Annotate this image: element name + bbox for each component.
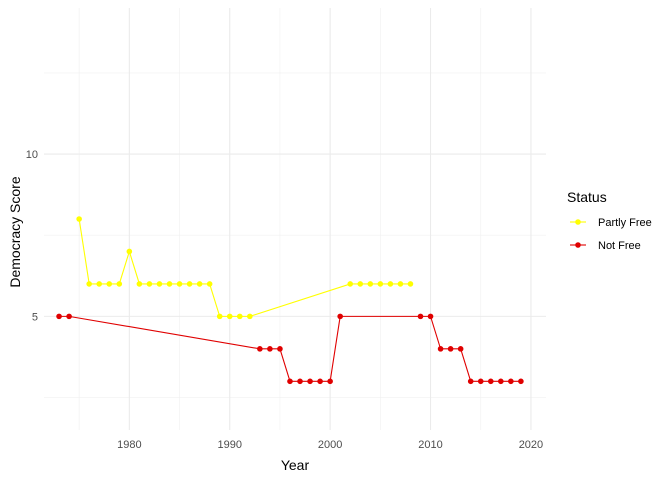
data-point	[508, 378, 514, 385]
data-point	[126, 248, 133, 255]
data-point	[146, 281, 153, 287]
series-points	[56, 216, 524, 385]
data-point	[498, 378, 504, 385]
data-point	[196, 281, 203, 287]
data-point	[307, 378, 313, 385]
legend-label: Partly Free	[598, 217, 652, 229]
data-point	[357, 281, 364, 287]
data-point	[447, 346, 454, 352]
data-point	[96, 281, 103, 287]
data-point	[437, 346, 444, 352]
data-point	[106, 281, 113, 287]
data-point	[387, 281, 394, 287]
data-point	[216, 313, 223, 320]
legend-items: Partly Free Not Free	[570, 217, 652, 252]
data-point	[56, 313, 62, 320]
data-point	[166, 281, 173, 287]
data-point	[317, 378, 323, 385]
data-point	[206, 281, 213, 287]
data-point	[427, 313, 434, 320]
data-point	[66, 313, 72, 320]
data-point	[417, 313, 424, 320]
series-lines	[59, 218, 521, 382]
data-point	[407, 281, 414, 287]
data-point	[277, 346, 283, 352]
legend-key-point	[575, 219, 581, 225]
x-axis-tick-labels: 1980 1990 2000 2010 2020	[117, 439, 543, 451]
data-point	[116, 281, 123, 287]
data-point	[487, 378, 494, 385]
legend: Status Partly Free Not Free	[567, 189, 652, 252]
data-point	[347, 281, 354, 287]
legend-label: Not Free	[598, 240, 641, 252]
data-point	[287, 378, 293, 385]
y-axis-tick-labels: 5 10	[26, 149, 38, 323]
x-tick-label: 2000	[318, 439, 342, 451]
data-point	[377, 281, 384, 287]
major-gridlines	[44, 8, 546, 430]
data-point	[518, 378, 524, 385]
data-point	[86, 281, 92, 287]
legend-key-point	[575, 242, 581, 248]
data-point	[457, 346, 464, 352]
data-point	[186, 281, 193, 287]
data-point	[477, 378, 484, 385]
data-point	[327, 378, 333, 385]
data-point	[247, 313, 253, 320]
data-point	[156, 281, 163, 287]
minor-gridlines	[44, 8, 546, 430]
data-point	[76, 216, 82, 222]
data-point	[367, 281, 374, 287]
data-point	[267, 346, 273, 352]
x-axis-title: Year	[281, 457, 310, 473]
series-line	[59, 315, 521, 382]
data-point	[257, 346, 263, 352]
data-point	[176, 281, 183, 287]
x-tick-label: 1980	[117, 439, 141, 451]
x-tick-label: 2020	[519, 439, 543, 451]
legend-title: Status	[567, 189, 607, 205]
data-point	[236, 313, 243, 320]
data-point	[226, 313, 233, 320]
data-point	[136, 281, 143, 287]
data-point	[297, 378, 303, 385]
y-tick-label: 5	[32, 311, 38, 323]
y-tick-label: 10	[26, 149, 38, 161]
data-point	[337, 313, 343, 320]
data-point	[467, 378, 474, 385]
x-tick-label: 1990	[217, 439, 241, 451]
y-axis-title: Democracy Score	[7, 176, 23, 287]
x-tick-label: 2010	[418, 439, 442, 451]
data-point	[397, 281, 404, 287]
